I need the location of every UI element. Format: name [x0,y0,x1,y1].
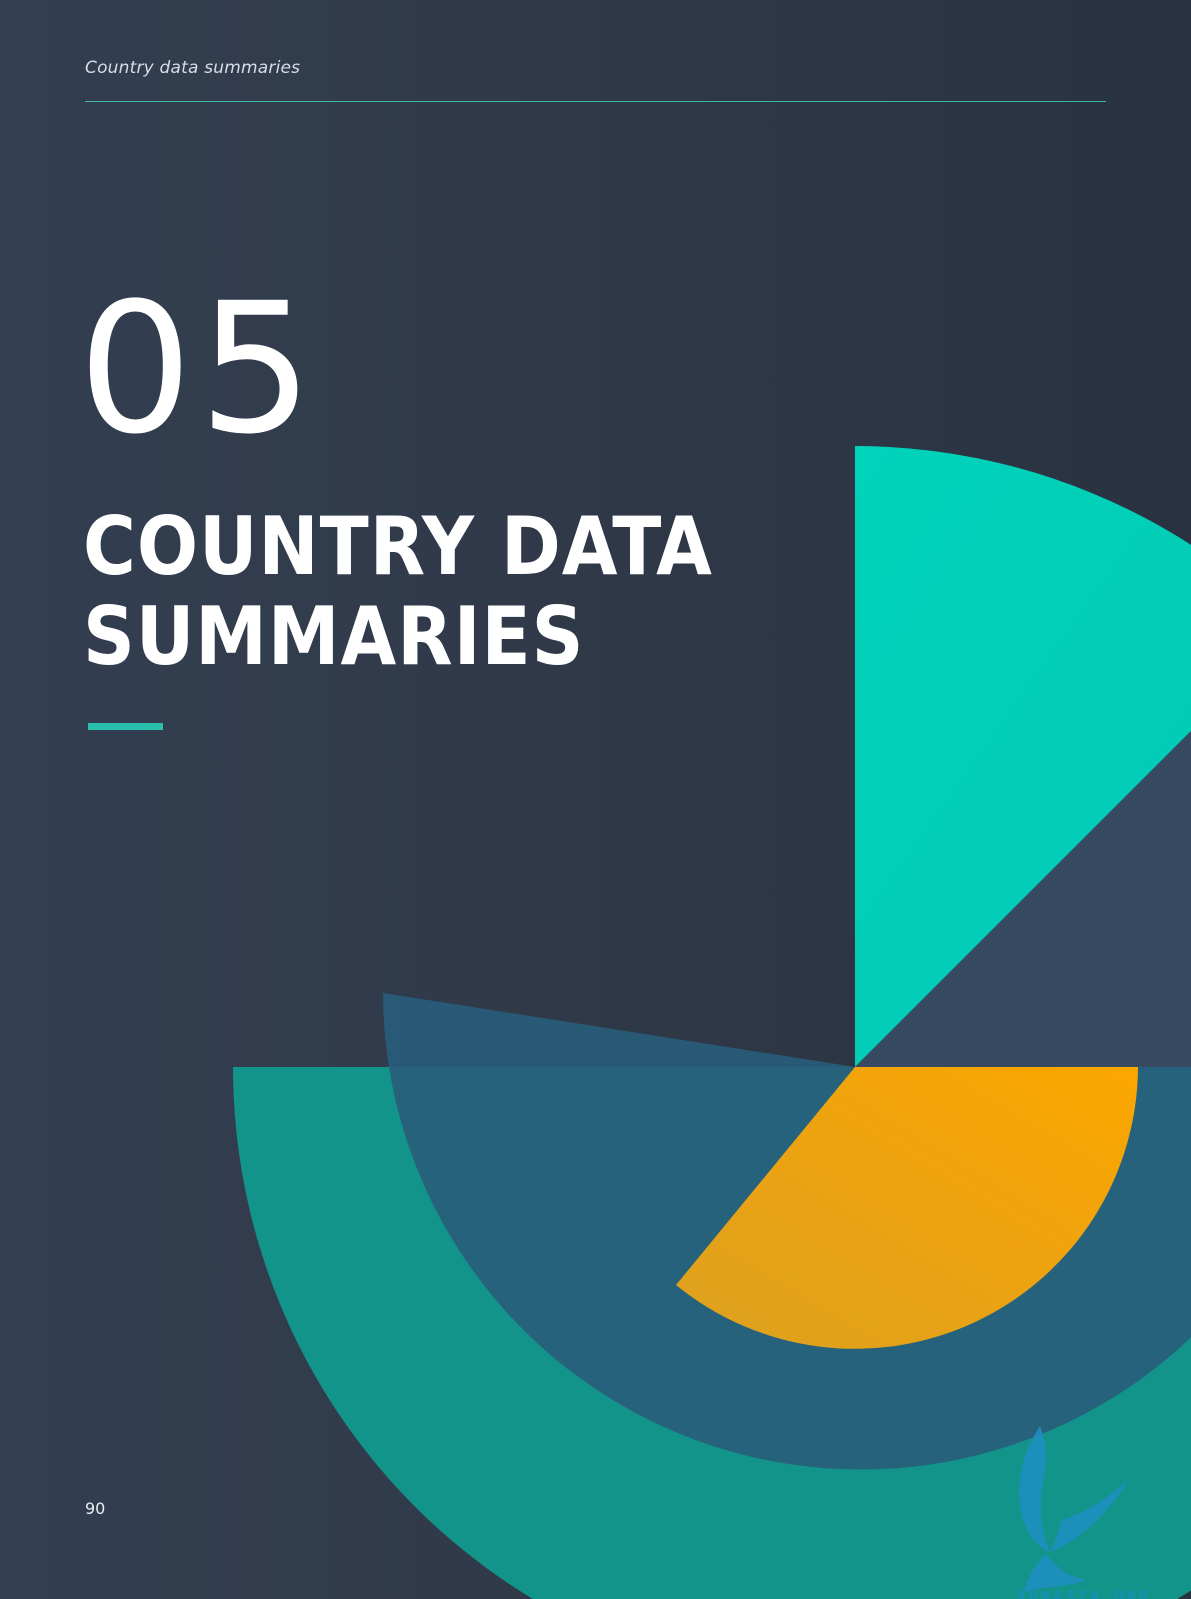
bird-logo-icon [1019,1426,1128,1592]
chapter-title: COUNTRY DATA SUMMARIES [83,502,843,682]
orange-wedge [676,1067,1138,1349]
running-head: Country data summaries [85,58,301,78]
title-accent-bar [88,723,163,730]
header-rule [85,101,1106,102]
page-number: 90 [85,1499,106,1518]
chapter-title-line-1: COUNTRY DATA [83,500,713,593]
slate-wedge [855,731,1191,1067]
upper-teal-wedge [855,446,1191,1067]
chapter-number: 05 [78,265,320,474]
chapter-title-line-2: SUMMARIES [83,590,585,683]
watermark-text: ABNASIA.ORG [1016,1588,1151,1599]
